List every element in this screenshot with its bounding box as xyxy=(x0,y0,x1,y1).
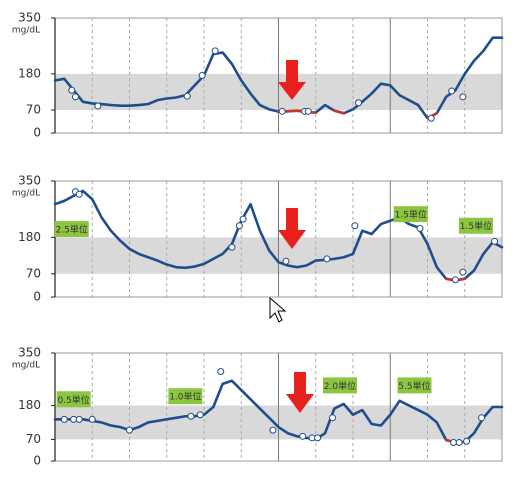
y-axis-unit: mg/dL xyxy=(12,26,40,36)
insulin-badge xyxy=(54,221,89,238)
insulin-badge xyxy=(56,391,91,408)
insulin-badge xyxy=(393,206,428,223)
y-axis-unit: mg/dL xyxy=(12,361,40,371)
reading-marker xyxy=(183,92,191,100)
reading-marker xyxy=(451,276,459,284)
reading-marker xyxy=(304,107,312,115)
y-tick-label: 350 xyxy=(18,346,41,360)
insulin-label: 1.5単位 xyxy=(460,220,492,232)
mouse-cursor xyxy=(269,296,287,323)
reading-marker xyxy=(235,222,243,230)
reading-marker xyxy=(459,268,467,276)
insulin-badge xyxy=(168,388,203,405)
reading-marker xyxy=(463,437,471,445)
reading-marker xyxy=(269,426,277,434)
reading-marker xyxy=(351,222,359,230)
insulin-label: 5.5単位 xyxy=(398,380,430,392)
reading-marker xyxy=(314,434,322,442)
reading-marker xyxy=(282,257,290,265)
insulin-badge xyxy=(397,377,432,394)
reading-marker xyxy=(196,411,204,419)
y-tick-label: 0 xyxy=(33,290,41,304)
insulin-badge xyxy=(322,377,357,394)
reading-marker xyxy=(217,368,225,376)
y-tick-label: 350 xyxy=(18,11,41,25)
y-tick-label: 350 xyxy=(18,174,41,188)
reading-marker xyxy=(126,426,133,434)
reading-marker xyxy=(355,99,363,107)
y-tick-label: 70 xyxy=(26,103,41,117)
glucose-line xyxy=(53,189,504,282)
reading-marker xyxy=(94,102,102,110)
insulin-label: 2.0単位 xyxy=(324,380,356,392)
insulin-label: 0.5単位 xyxy=(57,394,89,406)
reading-marker xyxy=(278,107,286,115)
y-tick-label: 0 xyxy=(33,454,41,468)
reading-marker xyxy=(427,114,435,122)
y-tick-label: 70 xyxy=(26,266,41,280)
red-arrow xyxy=(286,372,314,413)
reading-marker xyxy=(68,86,76,94)
y-axis-unit: mg/dL xyxy=(12,189,40,199)
reading-marker xyxy=(75,415,83,423)
reading-marker xyxy=(211,47,219,55)
reading-marker xyxy=(416,224,424,232)
reading-marker xyxy=(478,414,486,422)
low-segment xyxy=(333,109,345,115)
reading-marker xyxy=(75,190,83,198)
arrows xyxy=(278,60,314,413)
reading-marker xyxy=(228,243,236,251)
reading-marker xyxy=(491,237,499,245)
y-tick-label: 70 xyxy=(26,432,41,446)
reading-marker xyxy=(329,414,337,422)
reading-marker xyxy=(299,432,307,440)
reading-marker xyxy=(198,72,206,79)
reading-marker xyxy=(448,87,456,95)
reading-marker xyxy=(60,415,68,423)
reading-marker xyxy=(323,255,331,263)
insulin-label: 2.5単位 xyxy=(56,224,88,236)
reading-marker xyxy=(455,438,463,446)
reading-marker xyxy=(459,93,467,101)
y-tick-label: 180 xyxy=(18,66,41,80)
reading-marker xyxy=(71,93,79,101)
low-segment xyxy=(286,109,299,113)
reading-marker xyxy=(187,412,195,420)
red-arrow xyxy=(278,60,306,100)
reading-marker xyxy=(88,415,96,423)
insulin-label: 1.5単位 xyxy=(395,209,427,221)
reading-marker xyxy=(239,215,247,223)
y-tick-label: 0 xyxy=(33,126,41,140)
insulin-label: 1.0単位 xyxy=(169,391,201,403)
y-tick-label: 180 xyxy=(18,398,41,412)
y-tick-label: 180 xyxy=(18,230,41,244)
red-arrow xyxy=(278,208,306,249)
insulin-badge xyxy=(458,217,493,234)
